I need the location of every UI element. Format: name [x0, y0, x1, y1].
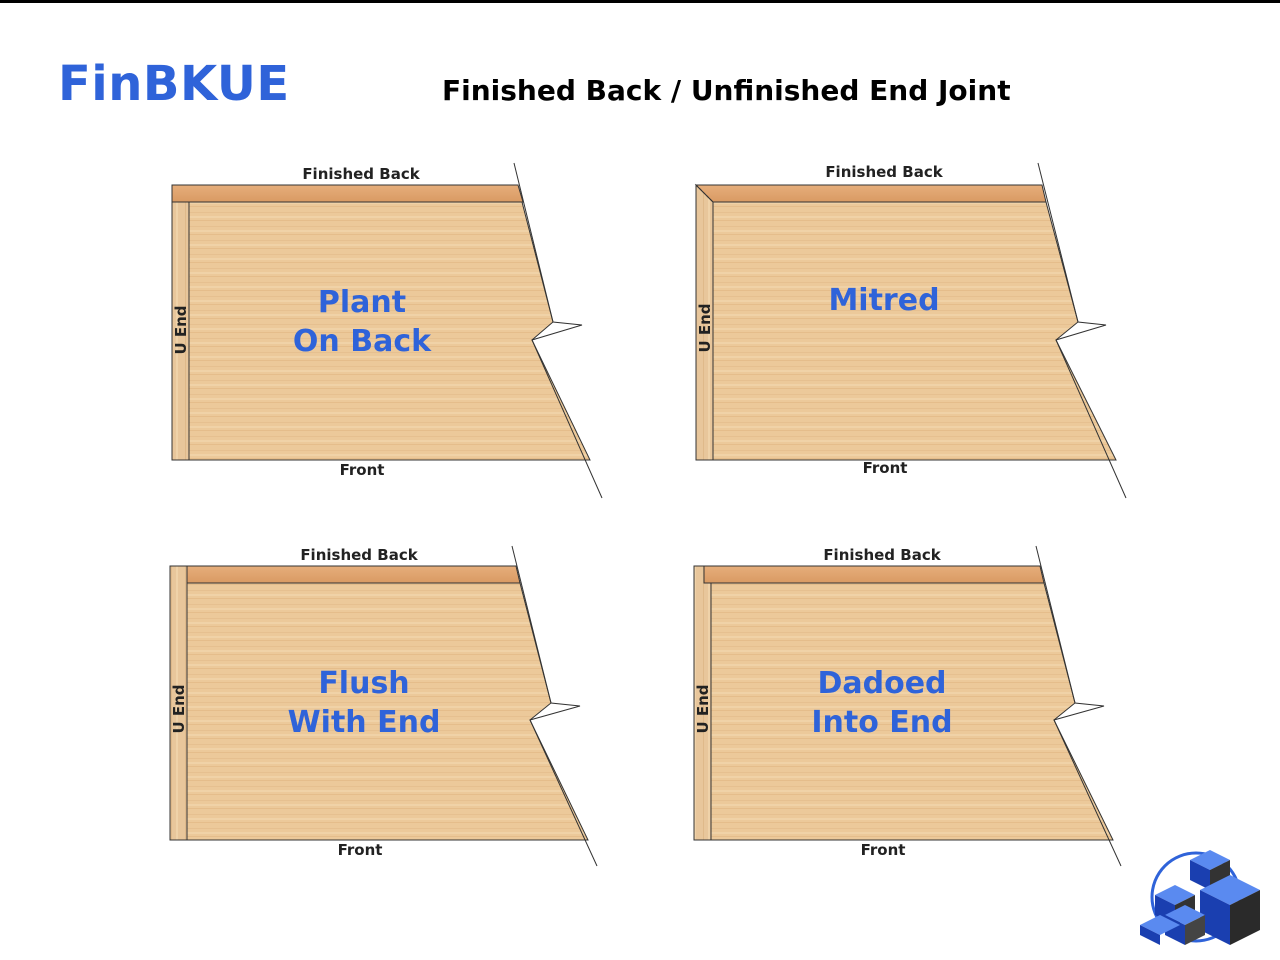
top-rule [0, 0, 1280, 3]
back-board [694, 184, 1047, 203]
front-label: Front [861, 841, 906, 859]
end-label: U End [694, 684, 712, 733]
front-label: Front [340, 461, 385, 479]
joint-name-line-1: Dadoed [817, 666, 946, 701]
end-label: U End [172, 305, 190, 354]
joint-name-line-1: Mitred [828, 283, 939, 318]
panel-board [695, 201, 1117, 461]
end-board [693, 565, 712, 841]
mitre-line [695, 184, 714, 203]
back-label: Finished Back [302, 165, 420, 183]
panel-dadoed-into-end: Finished Back Front U End Dadoed Into En… [693, 545, 1122, 867]
joint-name-line-2: With End [288, 705, 441, 740]
end-label: U End [696, 303, 714, 352]
panel-flush-with-end: Finished Back Front U End Flush With End [169, 545, 598, 867]
end-board [169, 565, 188, 841]
back-board [703, 565, 1045, 584]
front-label: Front [863, 459, 908, 477]
joint-name-line-2: Into End [811, 705, 952, 740]
cube-cluster-logo [1140, 850, 1260, 945]
brand-title: FinBKUE [58, 56, 290, 112]
break-line [1037, 162, 1127, 499]
back-board [171, 184, 524, 203]
joint-name-line-1: Flush [318, 666, 409, 701]
panel-plant-on-back: Finished Back Front U End Plant On Back [171, 162, 603, 499]
slide-title: Finished Back / Unfinished End Joint [442, 74, 1011, 107]
break-line [1035, 545, 1122, 867]
break-line [513, 162, 603, 499]
dado-groove [703, 566, 711, 584]
back-label: Finished Back [825, 163, 943, 181]
back-label: Finished Back [300, 546, 418, 564]
back-label: Finished Back [823, 546, 941, 564]
joint-name-line-2: On Back [293, 324, 432, 359]
joint-name-line-1: Plant [318, 285, 406, 320]
front-label: Front [338, 841, 383, 859]
panel-mitred: Finished Back Front U End Mitred [694, 162, 1127, 499]
end-label: U End [170, 684, 188, 733]
break-line [511, 545, 598, 867]
back-board [186, 565, 521, 584]
